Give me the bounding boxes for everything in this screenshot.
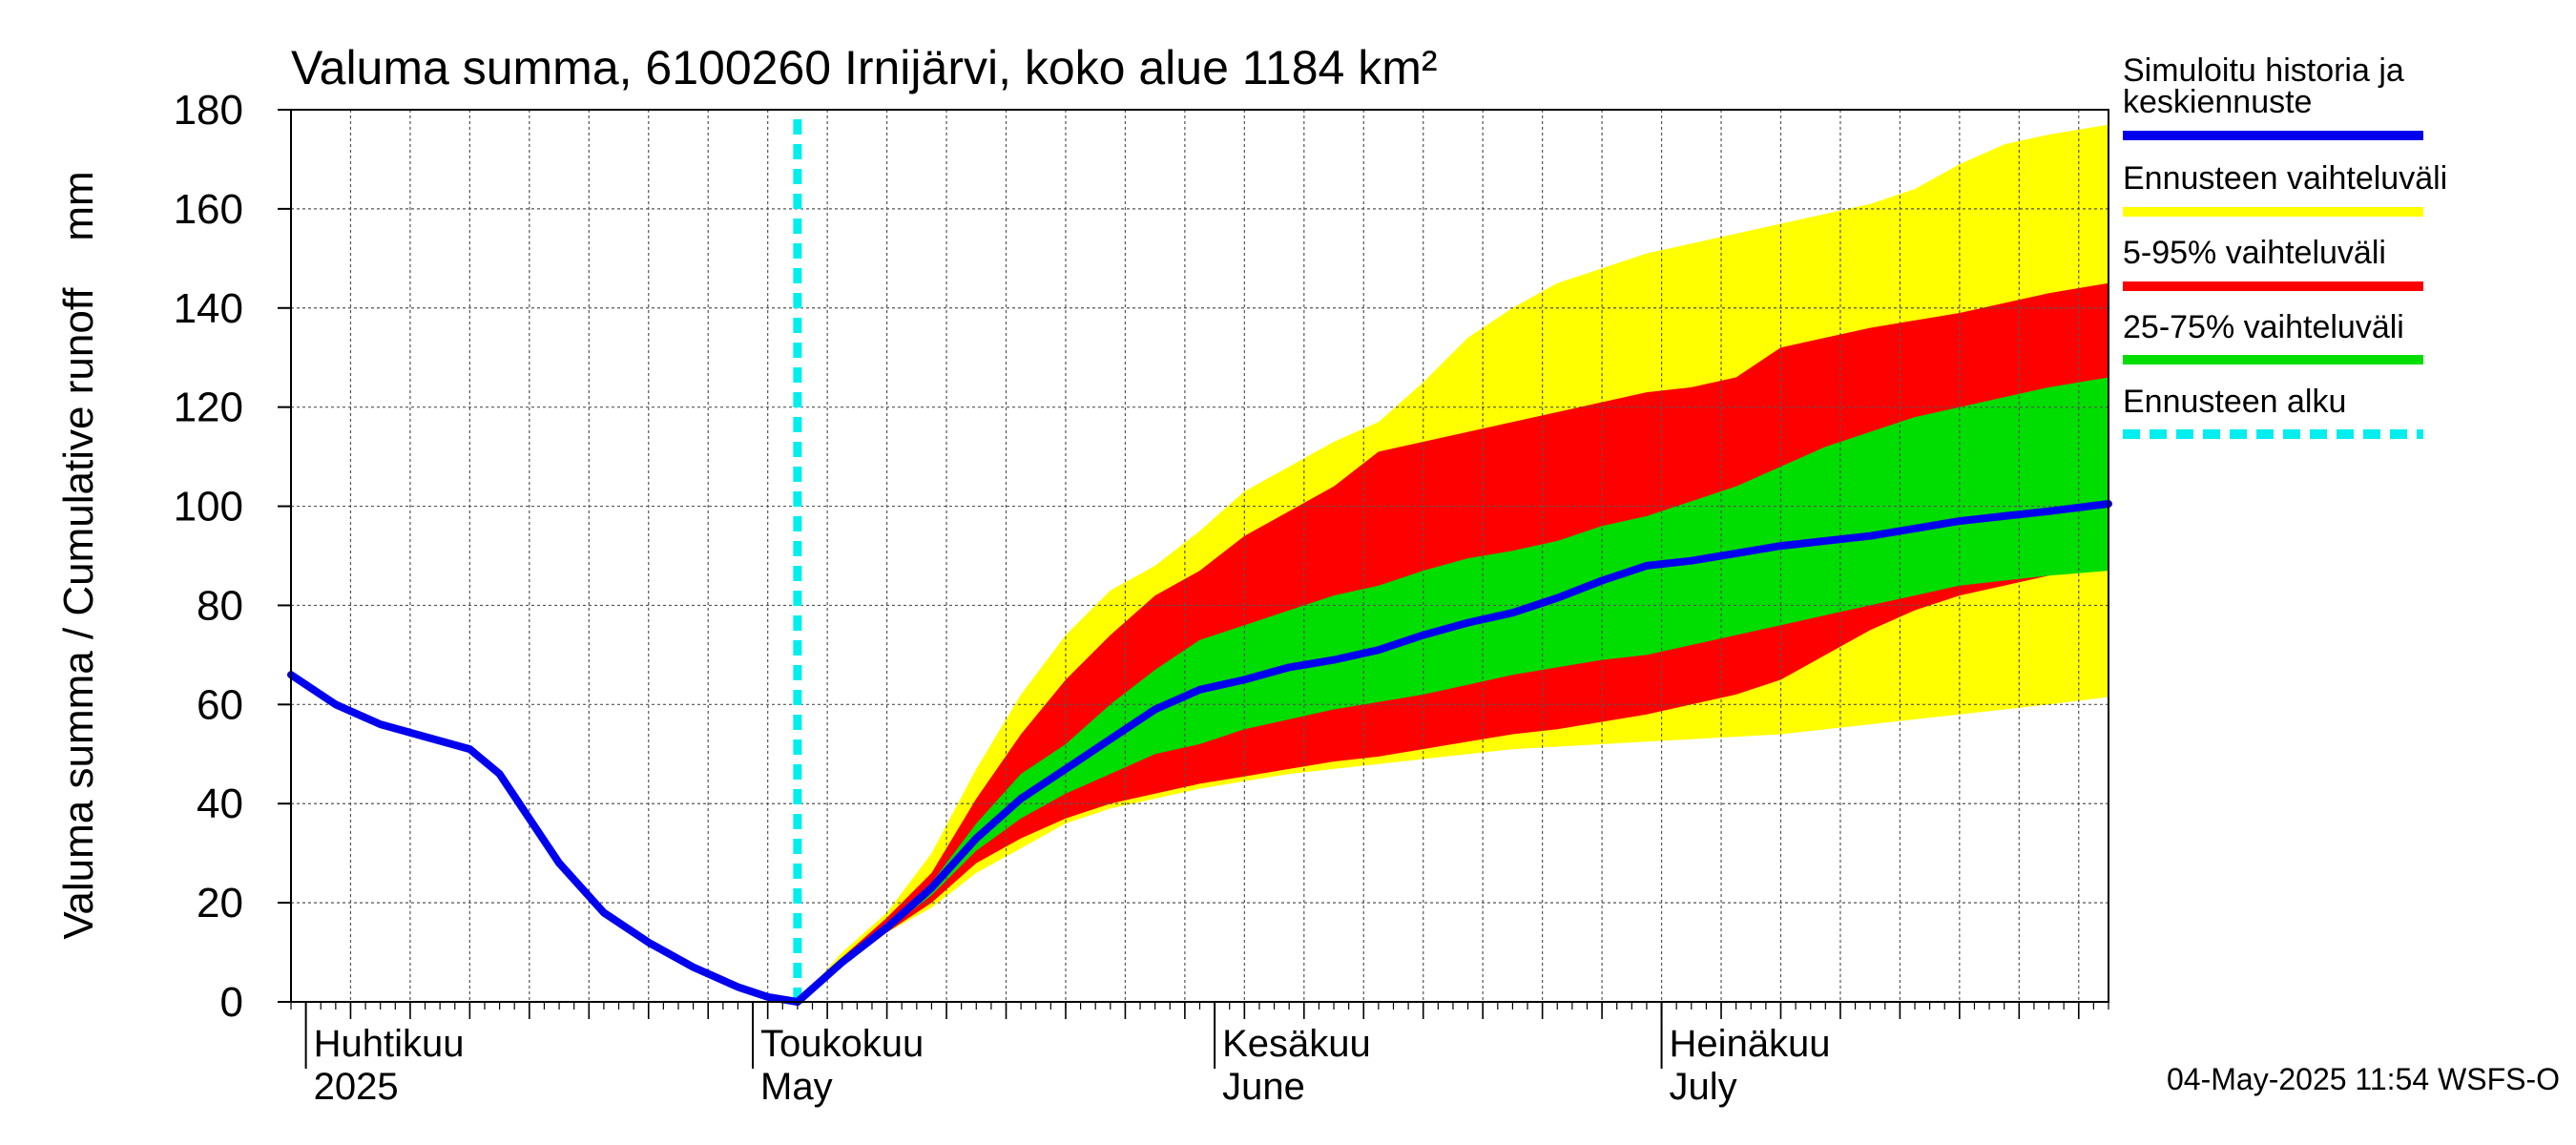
x-month-label-fi: Kesäkuu [1222,1023,1371,1065]
legend-label: Ennusteen vaihteluväli [2123,160,2447,197]
y-tick-label: 120 [174,385,243,431]
x-month-label-en: June [1222,1066,1305,1108]
y-tick-label: 80 [197,582,243,629]
y-tick-label: 180 [174,87,243,134]
y-tick-label: 0 [220,979,243,1026]
y-axis-label: Valuma summa / Cumulative runoff mm [55,171,102,939]
x-month-label-en: July [1670,1066,1737,1108]
legend-label-line-2: keskiennuste [2123,84,2312,120]
timestamp-footer: 04-May-2025 11:54 WSFS-O [2167,1062,2560,1096]
y-tick-label: 40 [197,781,243,827]
legend: Simuloitu historia ja keskiennuste Ennuste… [2123,52,2447,439]
series-lines [287,119,2112,1006]
legend-label: 25-75% vaihteluväli [2123,309,2404,345]
x-month-label-en: May [760,1066,833,1108]
x-month-label-fi: Huhtikuu [314,1023,465,1065]
x-month-label-fi: Heinäkuu [1670,1023,1831,1065]
y-tick-label: 60 [197,681,243,728]
y-tick-label: 100 [174,484,243,531]
median-line [793,500,2112,1006]
y-tick-label: 140 [174,285,243,332]
legend-label: Simuloitu historia ja keskiennuste [2123,52,2404,120]
legend-label-line-1: Simuloitu historia ja [2123,52,2404,89]
x-month-label-en: 2025 [314,1066,399,1108]
y-axis: 0 20 40 60 80 100 120 140 160 180 [174,87,291,1026]
chart-title: Valuma summa, 6100260 Irnijärvi, koko al… [291,41,1438,94]
history-line [287,671,801,1006]
y-tick-label: 20 [197,880,243,926]
x-month-label-fi: Toukokuu [760,1023,924,1065]
y-tick-label: 160 [174,186,243,233]
legend-label: Ennusteen alku [2123,384,2346,420]
legend-label: 5-95% vaihteluväli [2123,235,2386,271]
